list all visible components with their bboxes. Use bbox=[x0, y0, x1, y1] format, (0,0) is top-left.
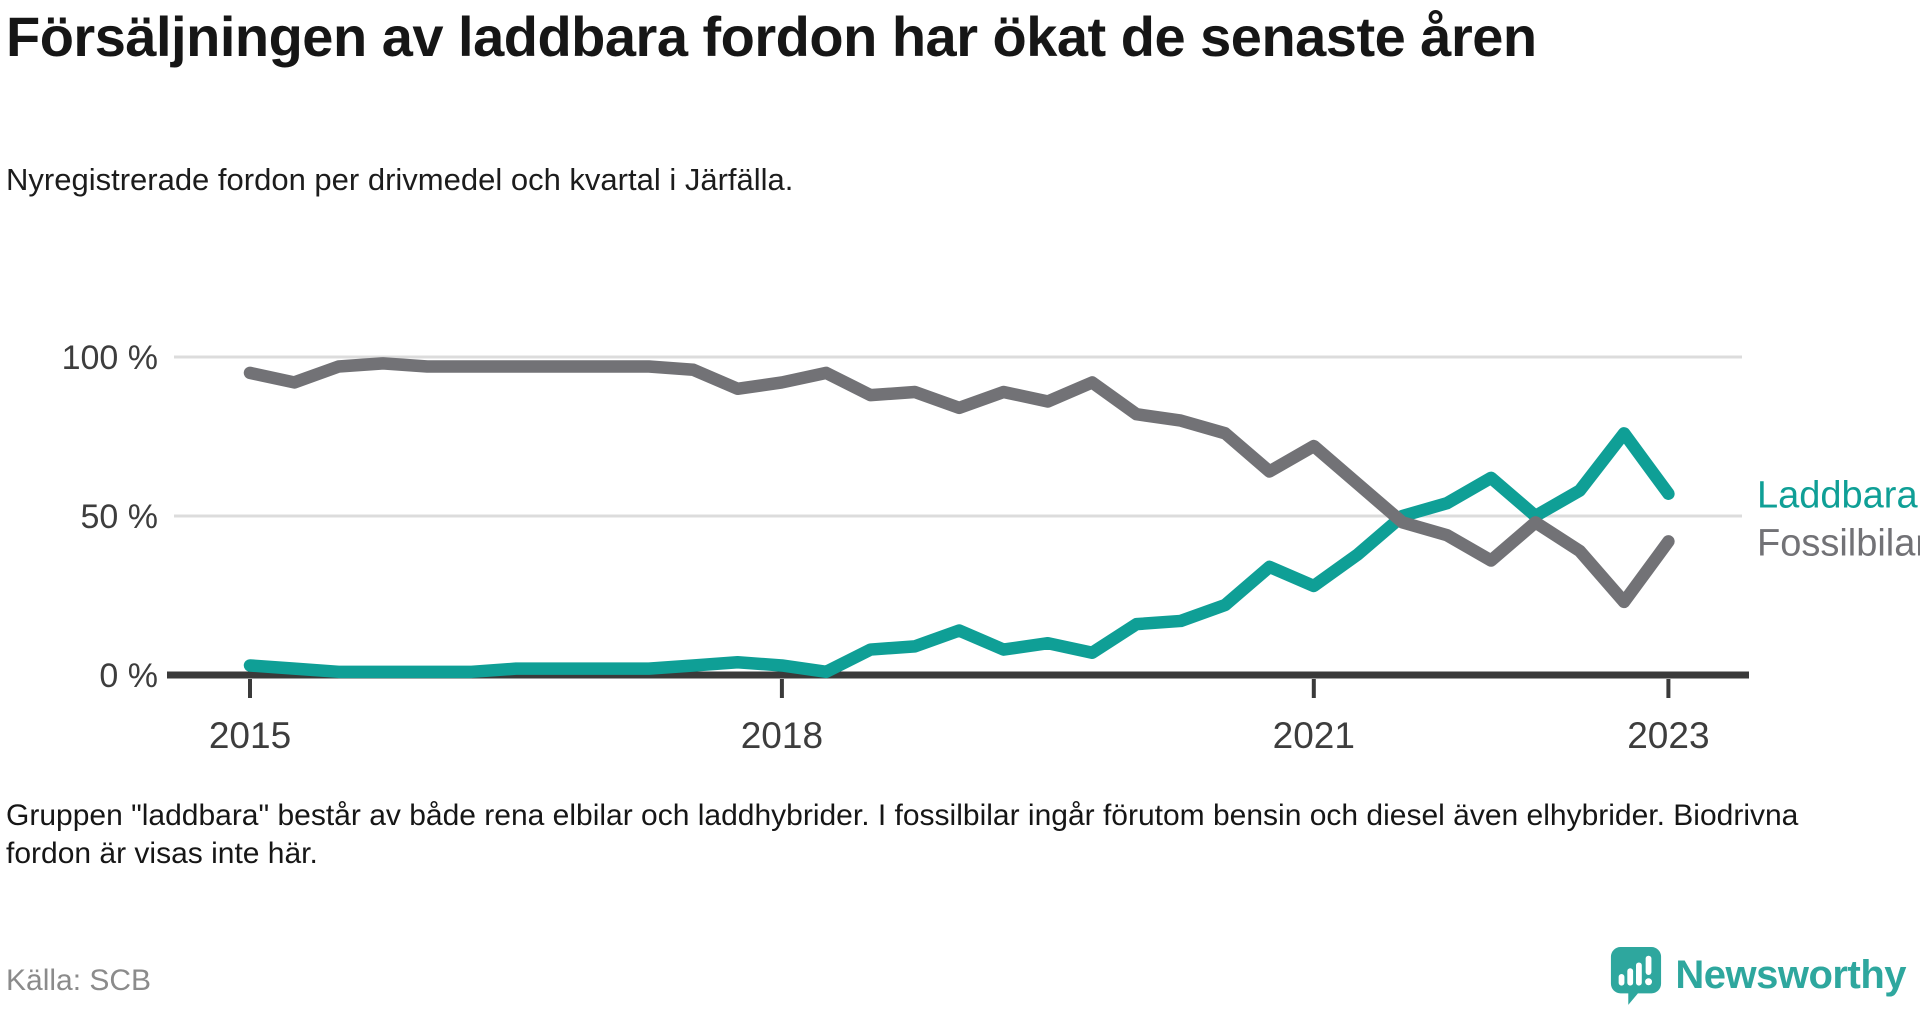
series-line-laddbara bbox=[243, 427, 1675, 679]
series-label-fossilbilar: Fossilbilar bbox=[1757, 522, 1920, 564]
newsworthy-logo: Newsworthy bbox=[1609, 944, 1906, 1006]
x-axis-label: 2021 bbox=[1273, 715, 1355, 756]
series-line-fossilbilar bbox=[243, 357, 1675, 609]
newsworthy-logo-icon bbox=[1611, 947, 1662, 1005]
y-axis-label: 0 % bbox=[99, 657, 158, 695]
x-axis-label: 2018 bbox=[741, 715, 823, 756]
series-label-laddbara: Laddbara bbox=[1757, 475, 1918, 517]
chart-footnote: Gruppen "laddbara" består av både rena e… bbox=[6, 799, 1799, 871]
x-axis-label: 2015 bbox=[209, 715, 291, 756]
newsworthy-logo-text: Newsworthy bbox=[1675, 952, 1906, 997]
page-title: Försäljningen av laddbara fordon har öka… bbox=[6, 5, 1537, 68]
source-note: Källa: SCB bbox=[6, 964, 152, 997]
y-axis-label: 100 % bbox=[62, 339, 158, 377]
y-axis-label: 50 % bbox=[81, 498, 159, 536]
x-axis-label: 2023 bbox=[1627, 715, 1709, 756]
chart-subtitle: Nyregistrerade fordon per drivmedel och … bbox=[6, 162, 794, 197]
